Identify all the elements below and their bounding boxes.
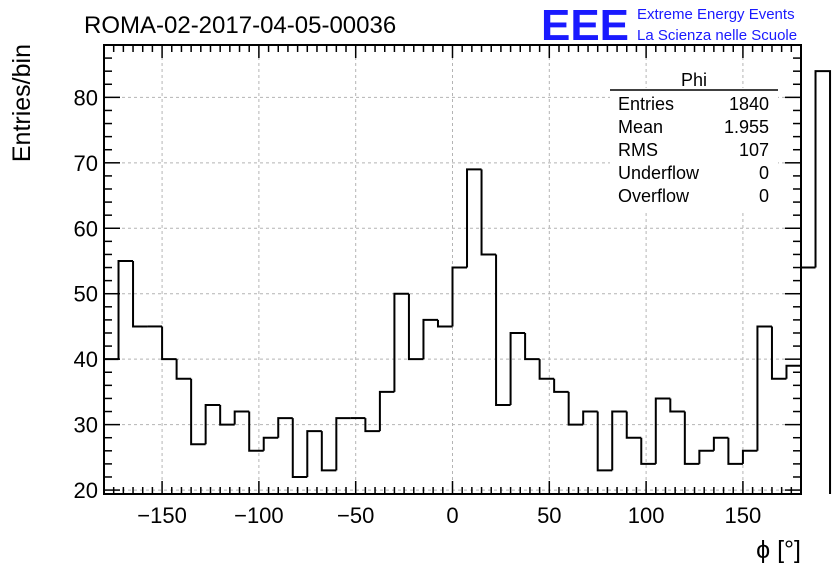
histogram-bar — [640, 437, 656, 465]
histogram-bar — [407, 293, 424, 361]
stats-value: 0 — [759, 186, 769, 206]
histogram-bar — [582, 410, 598, 425]
histogram-bar — [524, 332, 540, 361]
histogram-bar — [553, 378, 569, 393]
histogram-bar — [291, 418, 308, 478]
histogram-bar — [538, 359, 555, 380]
histogram-bar — [785, 364, 801, 379]
histogram-bar — [770, 326, 787, 380]
y-ticks: 20 30 40 50 60 70 80 — [74, 57, 801, 503]
histogram-bar — [436, 319, 453, 328]
stats-box-background — [610, 88, 778, 210]
histogram-bar — [756, 325, 772, 451]
histogram-bar — [509, 331, 526, 405]
histogram-bar — [814, 70, 832, 494]
histogram-bar — [277, 417, 293, 438]
eee-logo-text: EEE — [541, 1, 629, 50]
histogram-bar — [175, 359, 192, 380]
brand-line-2: La Scienza nelle Scuole — [637, 27, 797, 44]
y-tick-label: 20 — [74, 478, 98, 503]
histogram-bar — [190, 378, 206, 446]
histogram-bar — [741, 449, 758, 464]
histogram-bar — [117, 259, 134, 360]
stats-value: 1.955 — [724, 117, 769, 137]
stats-title: Phi — [681, 70, 707, 90]
stats-box: Phi Entries 1840 Mean 1.955 RMS 107 Underflow 0… — [610, 70, 778, 210]
x-tick-label: 150 — [725, 503, 762, 528]
histogram-bar — [103, 358, 119, 494]
histogram-bar — [727, 437, 743, 465]
histogram-bar — [567, 391, 584, 426]
histogram-bar — [393, 292, 409, 392]
x-tick-label: −100 — [234, 503, 284, 528]
histogram-bar — [451, 266, 468, 327]
histogram-bar — [233, 410, 250, 425]
histogram-bar — [683, 411, 700, 465]
histogram-bar — [611, 410, 627, 471]
chart-title: ROMA-02-2017-04-05-00036 — [84, 12, 396, 39]
y-tick-label: 60 — [74, 216, 98, 241]
histogram-bar — [378, 390, 395, 432]
stats-label: Entries — [618, 94, 674, 114]
histogram-bar — [596, 411, 613, 472]
histogram-bar — [466, 168, 482, 268]
y-tick-label: 70 — [74, 151, 98, 176]
y-tick-label: 30 — [74, 413, 98, 438]
histogram-bar — [654, 397, 671, 464]
stats-label: Overflow — [618, 186, 690, 206]
stats-value: 1840 — [729, 94, 769, 114]
histogram-bar — [204, 403, 221, 445]
histogram-bar — [698, 449, 714, 464]
histogram-bar — [422, 318, 438, 360]
histogram-bar — [712, 436, 729, 451]
histogram-bar — [800, 266, 816, 366]
histogram-bar — [625, 411, 642, 439]
x-tick-label: 100 — [628, 503, 665, 528]
histogram-bar — [306, 430, 322, 477]
x-tick-label: 0 — [446, 503, 458, 528]
x-tick-label: 50 — [537, 503, 561, 528]
histogram-bar — [219, 404, 235, 426]
histogram-bar — [320, 431, 337, 472]
brand-line-1: Extreme Energy Events — [637, 6, 795, 23]
histogram-bar — [161, 326, 177, 361]
x-tick-label: −150 — [137, 503, 187, 528]
y-tick-label: 80 — [74, 85, 98, 110]
stats-value: 107 — [739, 140, 769, 160]
histogram-bar — [335, 417, 351, 471]
histogram-bar — [669, 398, 685, 413]
x-tick-label: −50 — [337, 503, 374, 528]
y-axis-label: Entries/bin — [8, 44, 36, 162]
y-tick-label: 50 — [74, 282, 98, 307]
histogram-bar — [132, 260, 148, 328]
histogram-bar — [364, 418, 380, 433]
histogram-bar — [495, 254, 511, 406]
stats-value: 0 — [759, 163, 769, 183]
stats-label: RMS — [618, 140, 658, 160]
y-tick-label: 40 — [74, 347, 98, 372]
histogram-bar — [262, 436, 279, 451]
stats-label: Mean — [618, 117, 663, 137]
histogram-bar — [480, 169, 497, 256]
histogram-bar — [248, 411, 264, 452]
brand-logo: EEE Extreme Energy Events La Scienza nel… — [541, 1, 797, 50]
x-ticks: −150 −100 −50 0 50 100 150 — [112, 45, 793, 528]
stats-label: Underflow — [618, 163, 700, 183]
x-axis-label: ϕ [°] — [756, 536, 801, 564]
